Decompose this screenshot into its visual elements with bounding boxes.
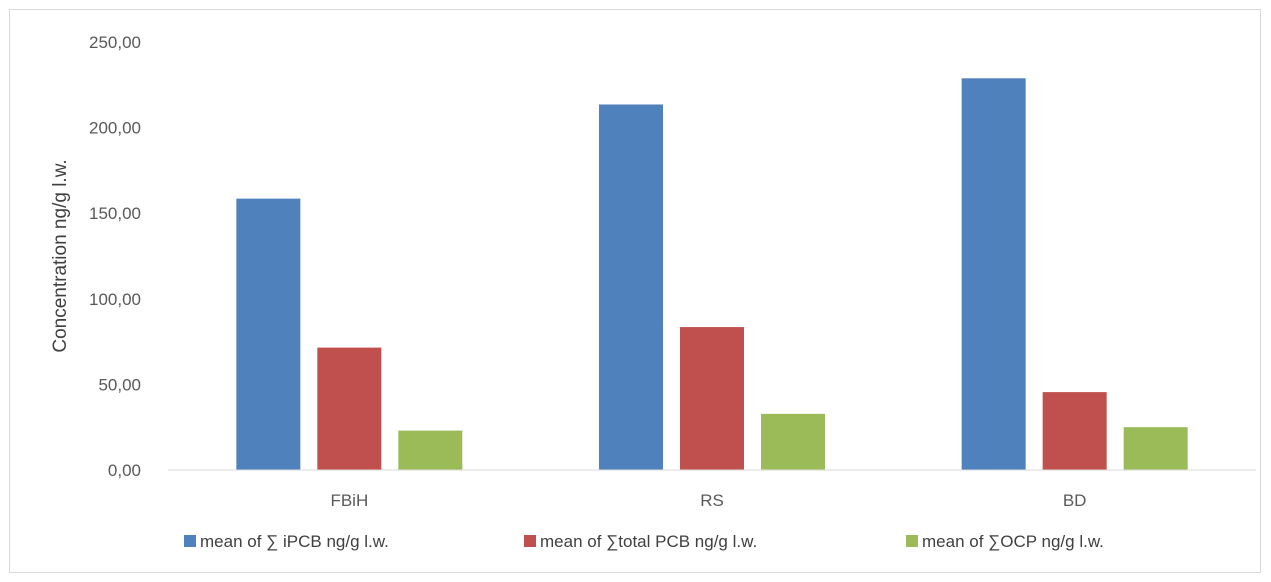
- legend-swatch: [906, 535, 918, 547]
- y-axis-title: Concentration ng/g l.w.: [50, 159, 71, 352]
- x-tick-label: RS: [700, 491, 724, 510]
- y-tick-label: 250,00: [89, 33, 141, 52]
- y-axis-ticks: 0,00 50,00 100,00 150,00 200,00 250,00: [89, 33, 141, 480]
- bar-rs-series-2: [680, 327, 744, 470]
- bar-bd-series-1: [961, 78, 1026, 470]
- bars: [236, 78, 1188, 470]
- y-tick-label: 200,00: [89, 119, 141, 138]
- legend-label: mean of ∑total PCB ng/g l.w.: [540, 532, 757, 551]
- legend: mean of ∑ iPCB ng/g l.w. mean of ∑total P…: [184, 532, 1104, 551]
- legend-swatch: [524, 535, 536, 547]
- bar-fbih-series-3: [398, 430, 463, 470]
- legend-label: mean of ∑ iPCB ng/g l.w.: [200, 532, 389, 551]
- legend-swatch: [184, 535, 196, 547]
- bar-rs-series-1: [599, 104, 663, 470]
- bar-fbih-series-2: [317, 347, 382, 470]
- y-tick-label: 50,00: [98, 375, 141, 394]
- legend-label: mean of ∑OCP ng/g l.w.: [922, 532, 1104, 551]
- bar-bd-series-3: [1123, 427, 1188, 470]
- y-tick-label: 100,00: [89, 290, 141, 309]
- bar-fbih-series-1: [236, 198, 301, 470]
- bar-bd-series-2: [1042, 392, 1107, 470]
- x-tick-label: FBiH: [330, 491, 368, 510]
- x-tick-label: BD: [1063, 491, 1087, 510]
- y-tick-label: 0,00: [108, 461, 141, 480]
- x-axis-ticks: FBiH RS BD: [330, 491, 1086, 510]
- bar-rs-series-3: [761, 413, 825, 470]
- y-tick-label: 150,00: [89, 204, 141, 223]
